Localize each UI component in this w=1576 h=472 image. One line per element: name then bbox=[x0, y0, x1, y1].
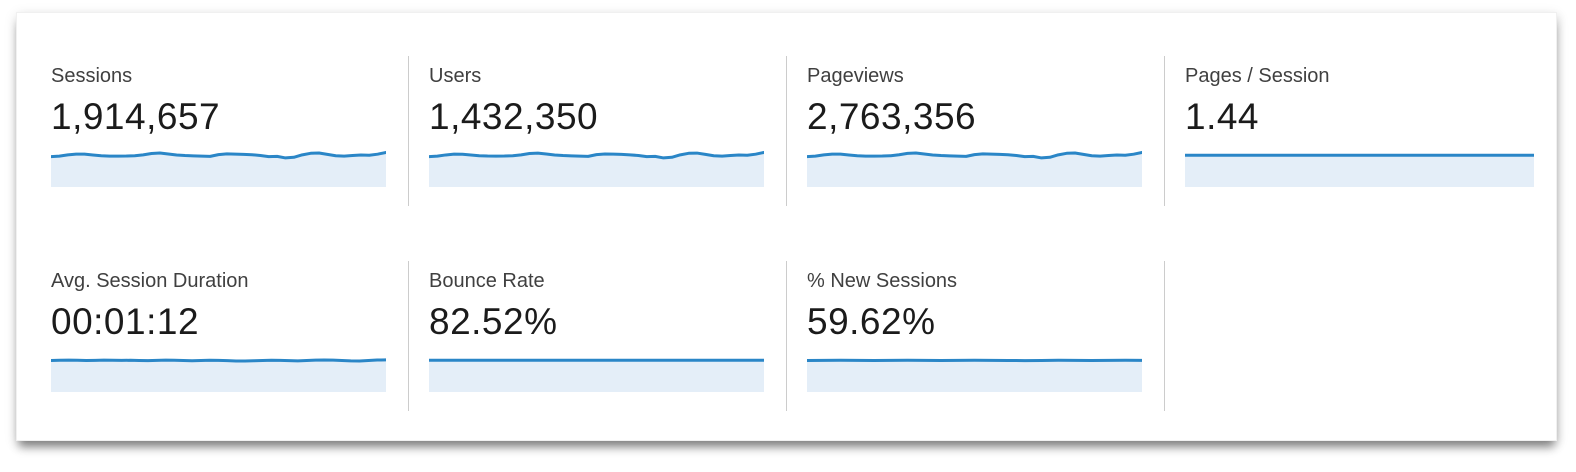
metric-value: 82.52% bbox=[429, 301, 558, 342]
sparkline-chart bbox=[1185, 147, 1534, 187]
empty-cell bbox=[1164, 261, 1556, 411]
metric-card-bounce-rate[interactable]: Bounce Rate 82.52% bbox=[408, 261, 786, 411]
sparkline-chart bbox=[807, 352, 1142, 392]
metric-label: Users bbox=[429, 65, 482, 87]
metric-card-avg-session-duration[interactable]: Avg. Session Duration 00:01:12 bbox=[17, 261, 408, 411]
sparkline-chart bbox=[51, 147, 386, 187]
sparkline-chart bbox=[429, 147, 764, 187]
metric-card-pageviews[interactable]: Pageviews 2,763,356 bbox=[786, 56, 1164, 206]
sparkline-chart bbox=[51, 352, 386, 392]
metric-card-new-sessions[interactable]: % New Sessions 59.62% bbox=[786, 261, 1164, 411]
metrics-row-2: Avg. Session Duration 00:01:12 Bounce Ra… bbox=[17, 261, 1556, 411]
metric-card-sessions[interactable]: Sessions 1,914,657 bbox=[17, 56, 408, 206]
metric-card-users[interactable]: Users 1,432,350 bbox=[408, 56, 786, 206]
metric-value: 59.62% bbox=[807, 301, 936, 342]
analytics-overview-panel: Sessions 1,914,657 Users 1,432,350 Pagev… bbox=[16, 12, 1557, 441]
metric-value: 00:01:12 bbox=[51, 301, 200, 342]
metric-label: Pageviews bbox=[807, 65, 904, 87]
metric-card-pages-per-session[interactable]: Pages / Session 1.44 bbox=[1164, 56, 1556, 206]
metric-value: 1.44 bbox=[1185, 96, 1260, 137]
metric-label: Sessions bbox=[51, 65, 133, 87]
sparkline-chart bbox=[807, 147, 1142, 187]
metrics-row-1: Sessions 1,914,657 Users 1,432,350 Pagev… bbox=[17, 56, 1556, 206]
metric-label: Bounce Rate bbox=[429, 270, 545, 292]
metric-value: 2,763,356 bbox=[807, 96, 977, 137]
sparkline-chart bbox=[429, 352, 764, 392]
metric-label: Avg. Session Duration bbox=[51, 270, 249, 292]
metric-label: % New Sessions bbox=[807, 270, 958, 292]
metric-value: 1,432,350 bbox=[429, 96, 599, 137]
metric-value: 1,914,657 bbox=[51, 96, 221, 137]
metric-label: Pages / Session bbox=[1185, 65, 1330, 87]
